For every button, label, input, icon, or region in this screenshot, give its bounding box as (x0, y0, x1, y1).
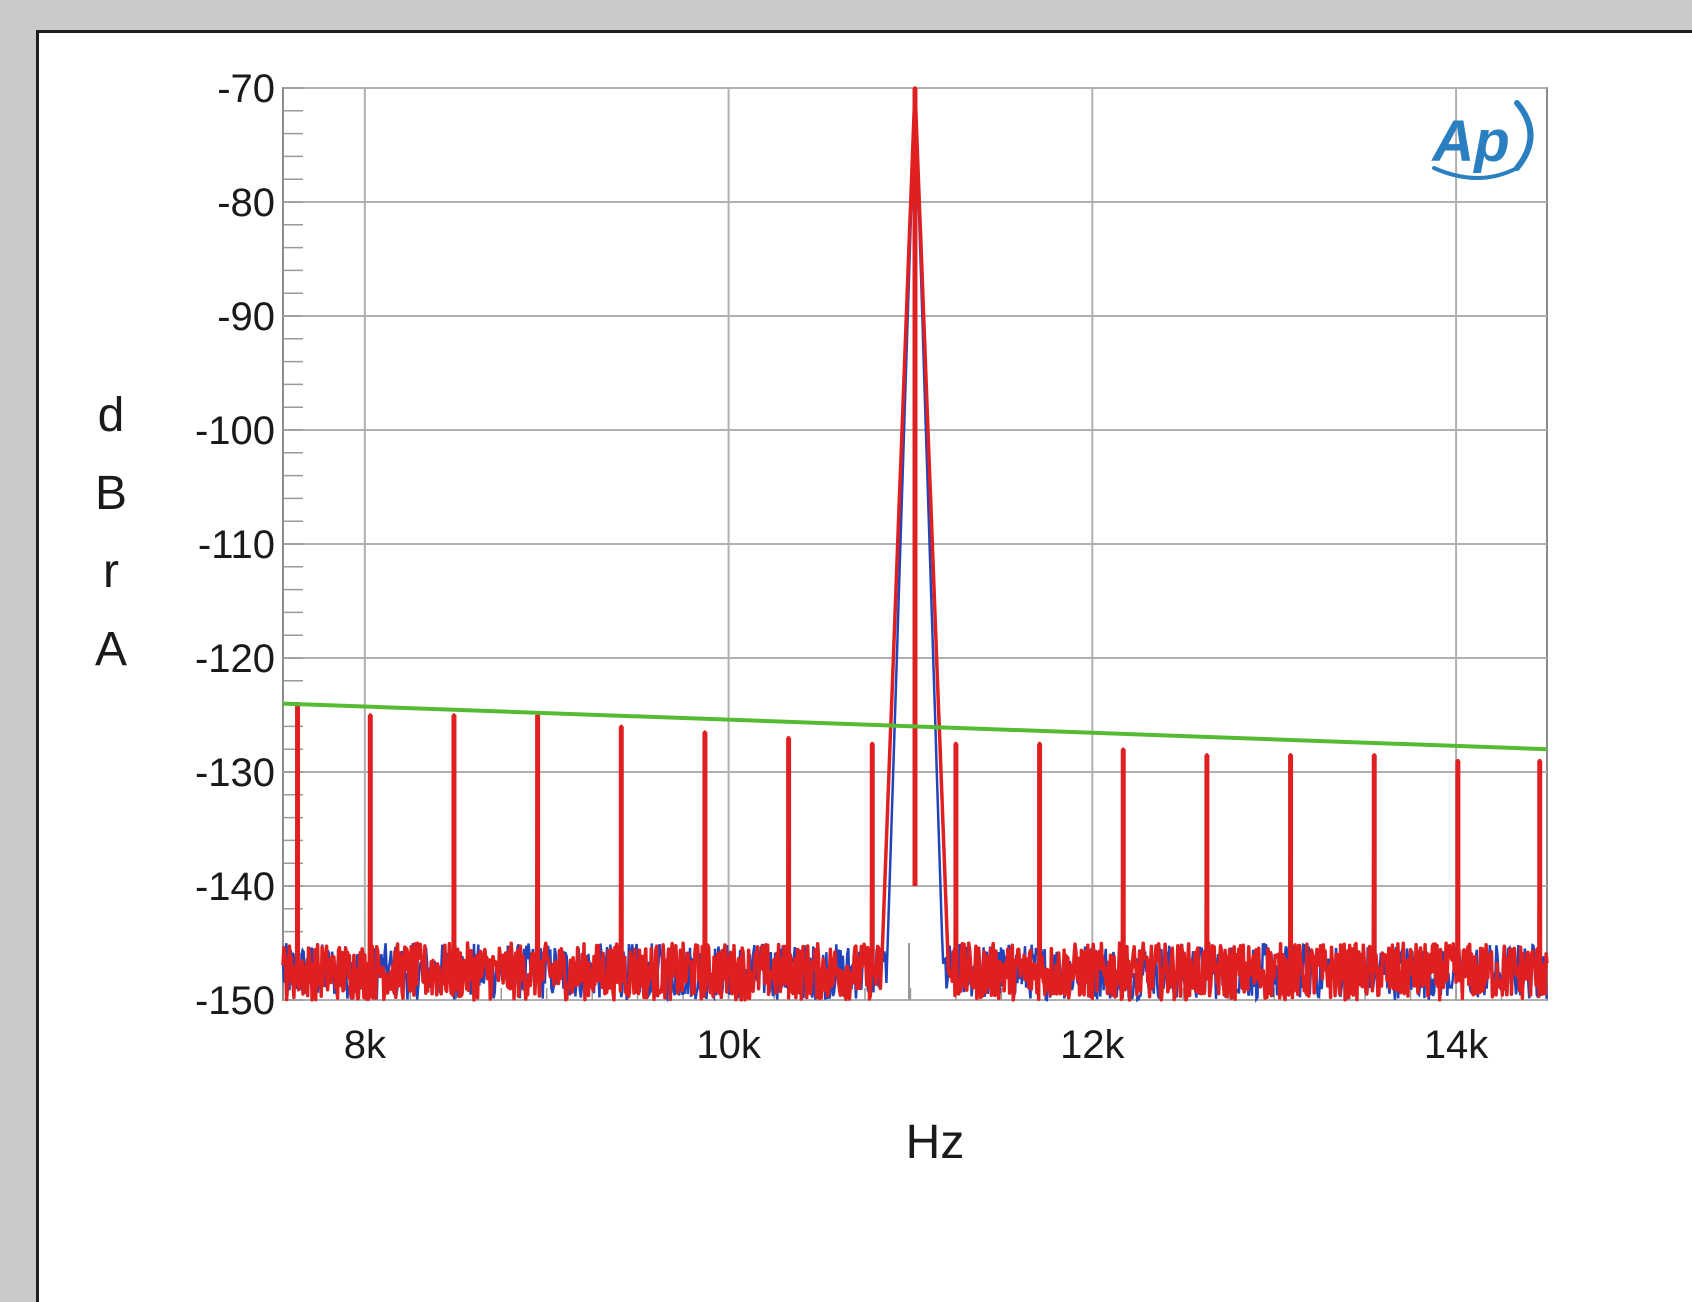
y-tick-label: -90 (217, 295, 275, 339)
ap-logo-swoosh (1432, 166, 1519, 180)
y-tick-label: -140 (195, 865, 275, 909)
y-axis-label-letter: B (95, 467, 127, 520)
chart-frame: -70 -80 -90 -100 -110 -120 -130 -140 -150 8k 10k 1… (36, 30, 1692, 1302)
y-axis-label-letter: d (98, 389, 125, 442)
ap-logo-text: Ap (1430, 109, 1509, 174)
y-tick-label: -150 (195, 979, 275, 1023)
y-tick-label: -70 (217, 67, 275, 111)
y-tick-label: -130 (195, 751, 275, 795)
y-tick-labels: -70 -80 -90 -100 -110 -120 -130 -140 -150 (195, 67, 275, 1023)
y-axis-label-letter: A (95, 623, 127, 676)
y-tick-label: -110 (198, 523, 275, 567)
ap-logo-arc (1514, 100, 1534, 171)
y-axis-label-letter: r (103, 545, 119, 598)
y-tick-label: -80 (217, 181, 275, 225)
x-tick-label: 10k (696, 1023, 761, 1067)
x-tick-label: 14k (1424, 1023, 1489, 1067)
y-tick-label: -100 (195, 409, 275, 453)
x-tick-label: 12k (1060, 1023, 1125, 1067)
series-green-threshold-line (282, 701, 1548, 752)
x-tick-labels: 8k 10k 12k 14k (344, 1023, 1490, 1067)
series-layer (281, 86, 1549, 1003)
ap-logo-icon: Ap (1430, 100, 1534, 180)
y-tick-label: -120 (195, 637, 275, 681)
x-tick-label: 8k (344, 1023, 387, 1067)
spectrum-chart: -70 -80 -90 -100 -110 -120 -130 -140 -150 8k 10k 1… (95, 67, 1549, 1169)
x-axis-label: Hz (906, 1116, 965, 1169)
